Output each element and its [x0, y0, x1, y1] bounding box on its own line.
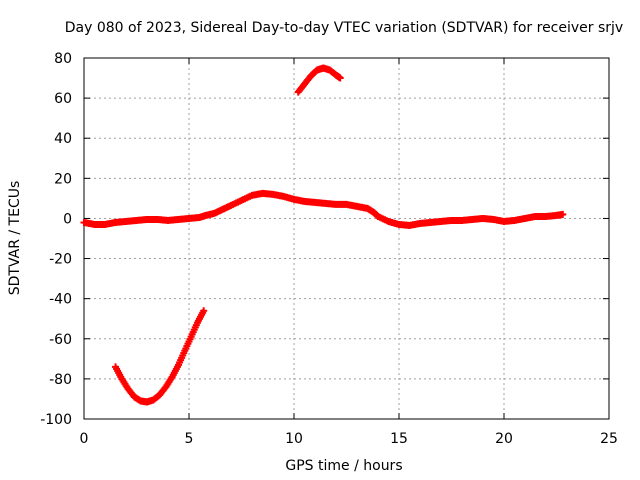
y-tick-label: -100 — [40, 412, 72, 428]
series-arc-high — [294, 64, 344, 96]
series-main — [80, 189, 567, 229]
x-axis-label: GPS time / hours — [285, 458, 402, 474]
x-tick-label: 20 — [495, 431, 513, 447]
data-point — [559, 210, 567, 218]
y-axis-label: SDTVAR / TECUs — [7, 181, 23, 296]
x-tick-label: 0 — [80, 431, 89, 447]
data-point — [336, 74, 344, 82]
x-axis: 0 5 10 15 20 25 — [80, 58, 618, 447]
y-tick-label: -40 — [49, 292, 72, 308]
y-tick-label: -80 — [49, 372, 72, 388]
x-tick-label: 10 — [285, 431, 303, 447]
y-axis: -100 -80 -60 -40 -20 0 20 40 60 80 — [40, 51, 609, 428]
x-tick-label: 15 — [390, 431, 408, 447]
y-tick-label: -60 — [49, 332, 72, 348]
series-arc-low — [112, 307, 208, 406]
y-tick-label: 20 — [54, 171, 72, 187]
grid — [84, 58, 609, 419]
x-tick-label: 5 — [185, 431, 194, 447]
data-points — [80, 64, 567, 406]
plot-frame — [83, 57, 610, 420]
y-tick-label: 40 — [54, 131, 72, 147]
y-tick-label: 0 — [63, 211, 72, 227]
chart-title: Day 080 of 2023, Sidereal Day-to-day VTE… — [65, 20, 623, 36]
data-point — [200, 307, 208, 315]
y-tick-label: 60 — [54, 91, 72, 107]
y-tick-label: 80 — [54, 51, 72, 67]
x-tick-label: 25 — [600, 431, 618, 447]
y-tick-label: -20 — [49, 252, 72, 268]
